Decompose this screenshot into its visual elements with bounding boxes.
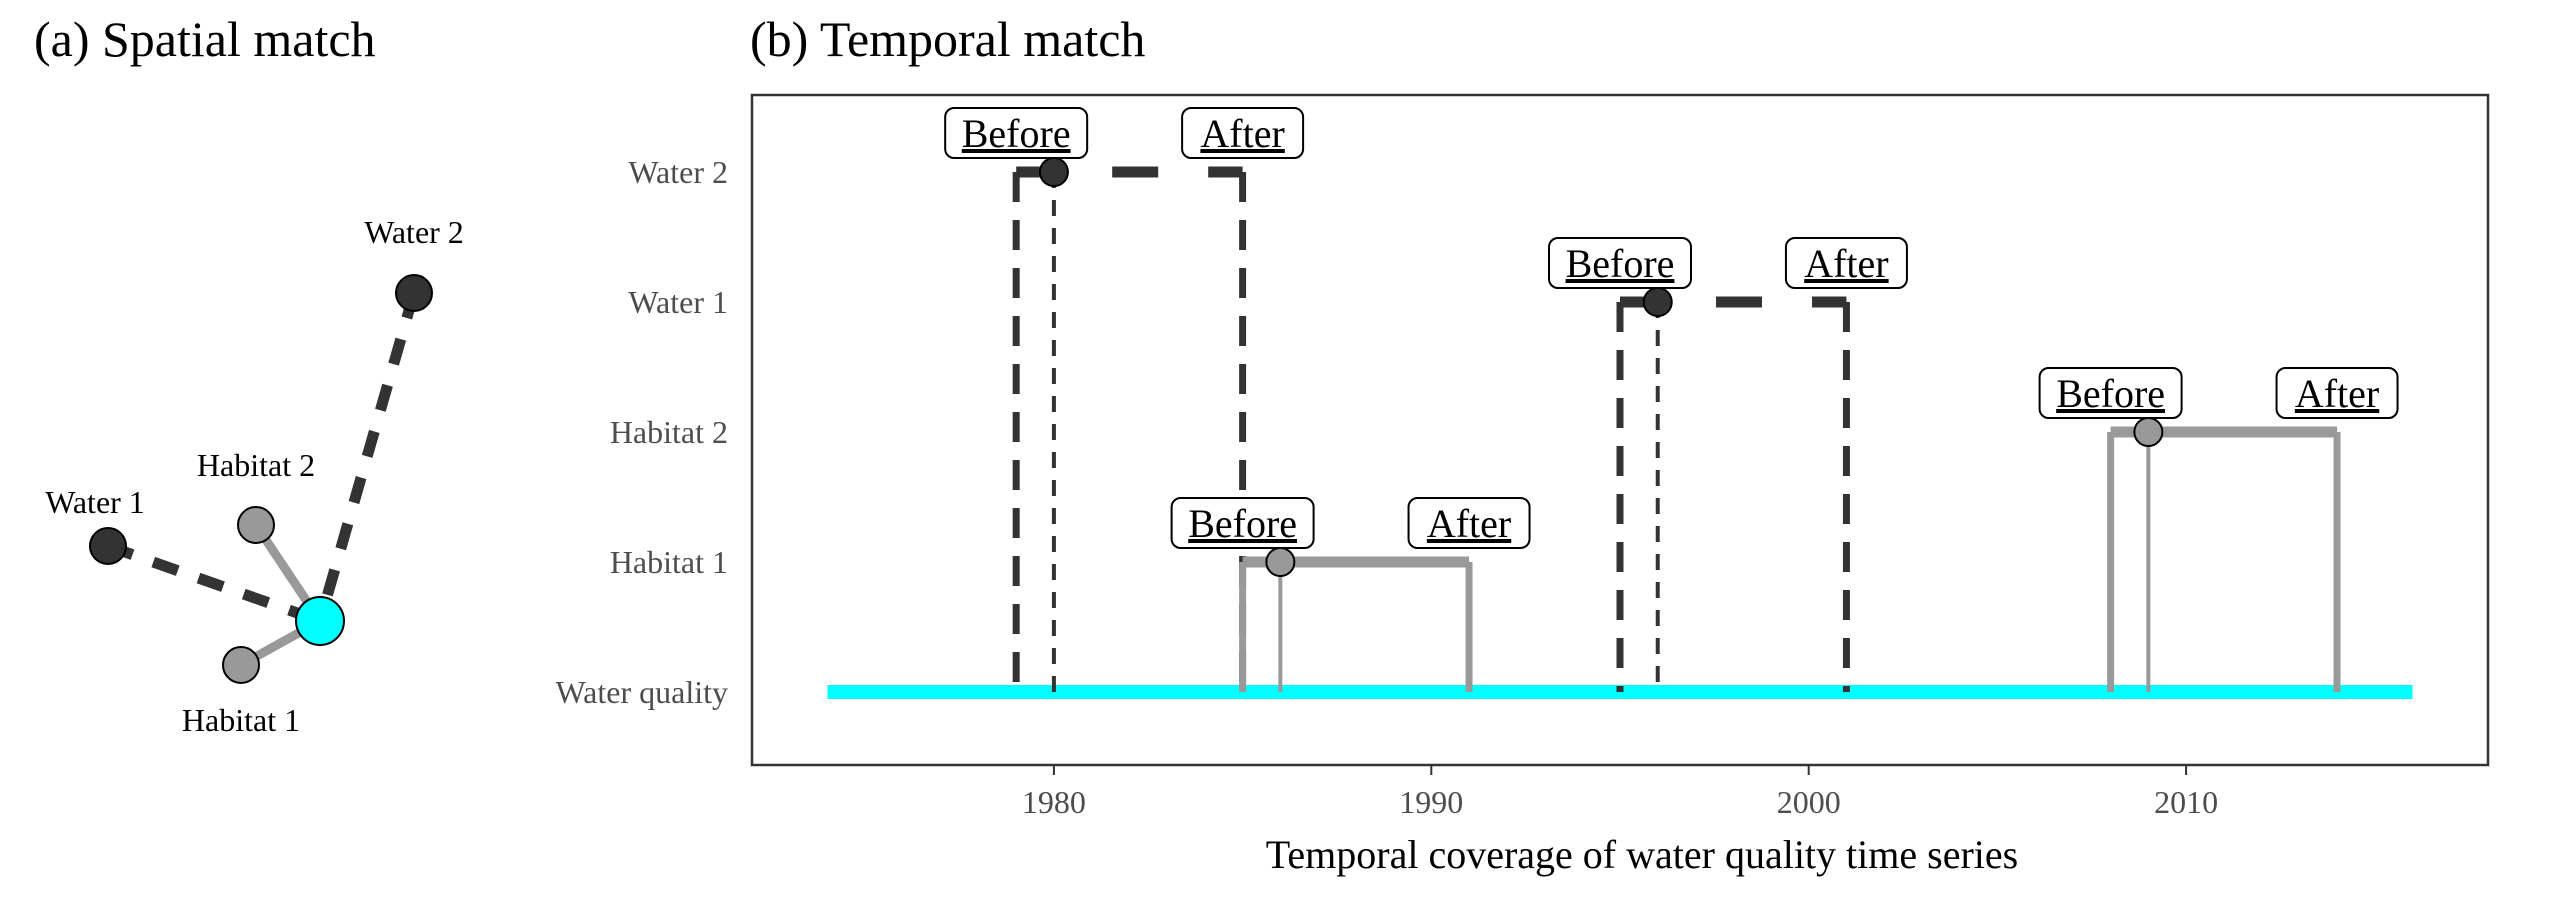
panel-b-title: (b) Temporal match xyxy=(750,11,1145,67)
x-tick-label-2010: 2010 xyxy=(2154,784,2218,820)
node-label-habitat1: Habitat 1 xyxy=(182,702,300,738)
node-water1 xyxy=(89,527,127,565)
x-tick-label-2000: 2000 xyxy=(1777,784,1841,820)
before-label: Before xyxy=(2038,367,2183,419)
after-label: After xyxy=(2275,367,2399,419)
node-wq xyxy=(295,596,345,646)
after-label: After xyxy=(1181,107,1305,159)
event-habitat-2: Before After xyxy=(2038,367,2399,692)
y-label-water-quality: Water quality xyxy=(556,674,728,710)
x-axis-label: Temporal coverage of water quality time … xyxy=(1266,832,2018,877)
before-label-text: Before xyxy=(1566,241,1675,286)
node-label-habitat2: Habitat 2 xyxy=(197,447,315,483)
event-water-1: Before After xyxy=(1548,237,1908,692)
event-water-2: Before After xyxy=(944,107,1305,692)
after-label-box xyxy=(1181,107,1305,159)
before-label-text: Before xyxy=(1188,501,1297,546)
after-label-box xyxy=(1784,237,1908,289)
after-label-text: After xyxy=(2295,371,2379,416)
node-label-water2: Water 2 xyxy=(364,214,464,250)
link-water1-wq xyxy=(106,540,322,627)
after-label-text: After xyxy=(1427,501,1511,546)
before-label-box xyxy=(1548,237,1692,289)
spatial-nodes xyxy=(89,274,433,684)
before-label: Before xyxy=(1548,237,1692,289)
before-label-text: Before xyxy=(962,111,1071,156)
y-label-water-1: Water 1 xyxy=(628,284,728,320)
plot-frame xyxy=(750,93,2490,767)
after-label-box xyxy=(2275,367,2399,419)
before-label-box xyxy=(944,107,1089,159)
y-label-habitat-1: Habitat 1 xyxy=(610,544,728,580)
temporal-match-panel: Water 2 Water 1 Habitat 2 Habitat 1 Water qu… xyxy=(556,93,2490,877)
event-habitat-1: Before After xyxy=(1170,497,1531,692)
node-label-water1: Water 1 xyxy=(45,484,145,520)
node-habitat2 xyxy=(237,506,275,544)
event-point xyxy=(2133,417,2164,447)
after-label: After xyxy=(1407,497,1531,549)
event-point xyxy=(1642,287,1673,317)
x-axis-ticks: 1980 1990 2000 2010 xyxy=(1022,765,2218,820)
before-label-box xyxy=(1170,497,1315,549)
node-habitat1 xyxy=(222,646,260,684)
y-axis-labels: Water 2 Water 1 Habitat 2 Habitat 1 Water qu… xyxy=(556,154,728,710)
event-point xyxy=(1265,547,1296,577)
x-tick-label-1980: 1980 xyxy=(1022,784,1086,820)
link-water2-wq xyxy=(314,291,420,623)
after-label-text: After xyxy=(1804,241,1888,286)
node-water2 xyxy=(395,274,433,312)
before-label-text: Before xyxy=(2056,371,2165,416)
y-label-water-2: Water 2 xyxy=(628,154,728,190)
spatial-match-panel: Water 2 Water 1 Habitat 2 Habitat 1 xyxy=(45,214,464,738)
after-label-box xyxy=(1407,497,1531,549)
event-point xyxy=(1038,157,1069,187)
after-label-text: After xyxy=(1200,111,1284,156)
spatial-labels: Water 2 Water 1 Habitat 2 Habitat 1 xyxy=(45,214,464,738)
x-tick-label-1990: 1990 xyxy=(1399,784,1463,820)
after-label: After xyxy=(1784,237,1908,289)
before-label: Before xyxy=(944,107,1089,159)
before-label: Before xyxy=(1170,497,1315,549)
before-label-box xyxy=(2038,367,2183,419)
temporal-events: Before After Before After Before After Before A… xyxy=(944,107,2399,692)
panel-a-title: (a) Spatial match xyxy=(34,11,376,67)
y-label-habitat-2: Habitat 2 xyxy=(610,414,728,450)
